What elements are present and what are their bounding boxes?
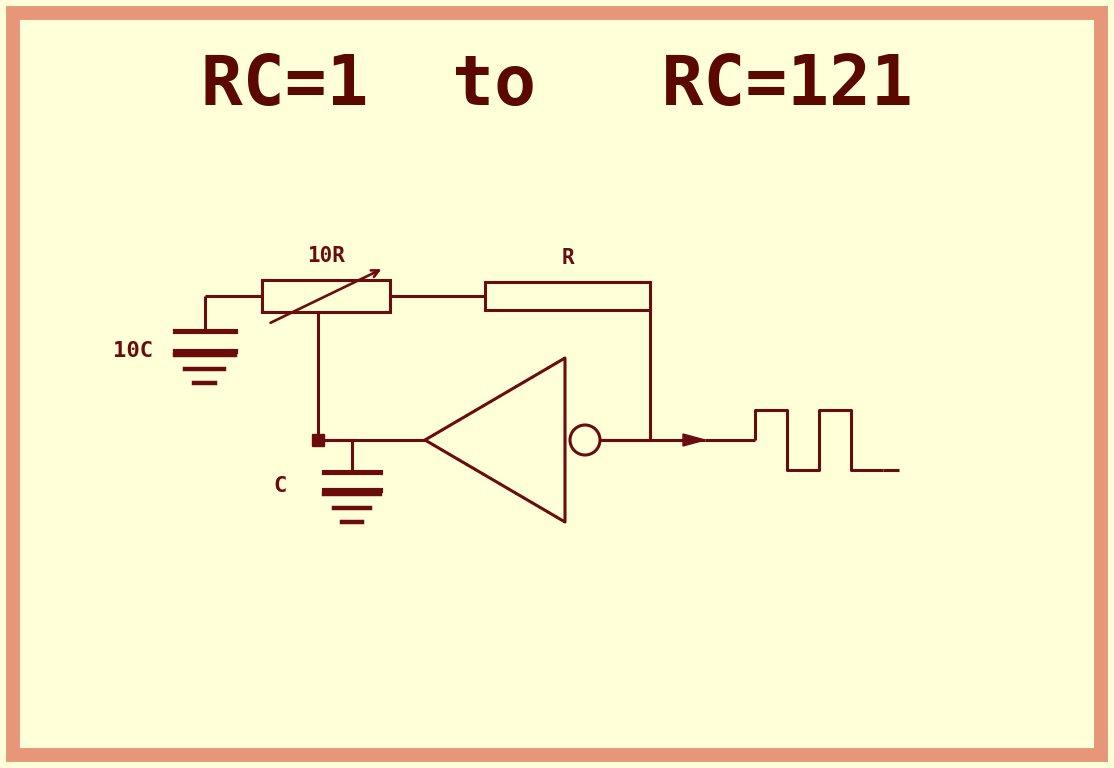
Text: R: R <box>561 248 574 268</box>
Bar <box>262 280 390 312</box>
Circle shape <box>570 425 600 455</box>
Polygon shape <box>683 434 705 446</box>
Text: C: C <box>273 476 286 496</box>
FancyBboxPatch shape <box>13 13 1101 755</box>
Text: 10C: 10C <box>113 341 153 361</box>
Text: 10R: 10R <box>307 246 345 266</box>
Text: RC=1  to   RC=121: RC=1 to RC=121 <box>201 52 913 120</box>
Bar <box>485 282 649 310</box>
